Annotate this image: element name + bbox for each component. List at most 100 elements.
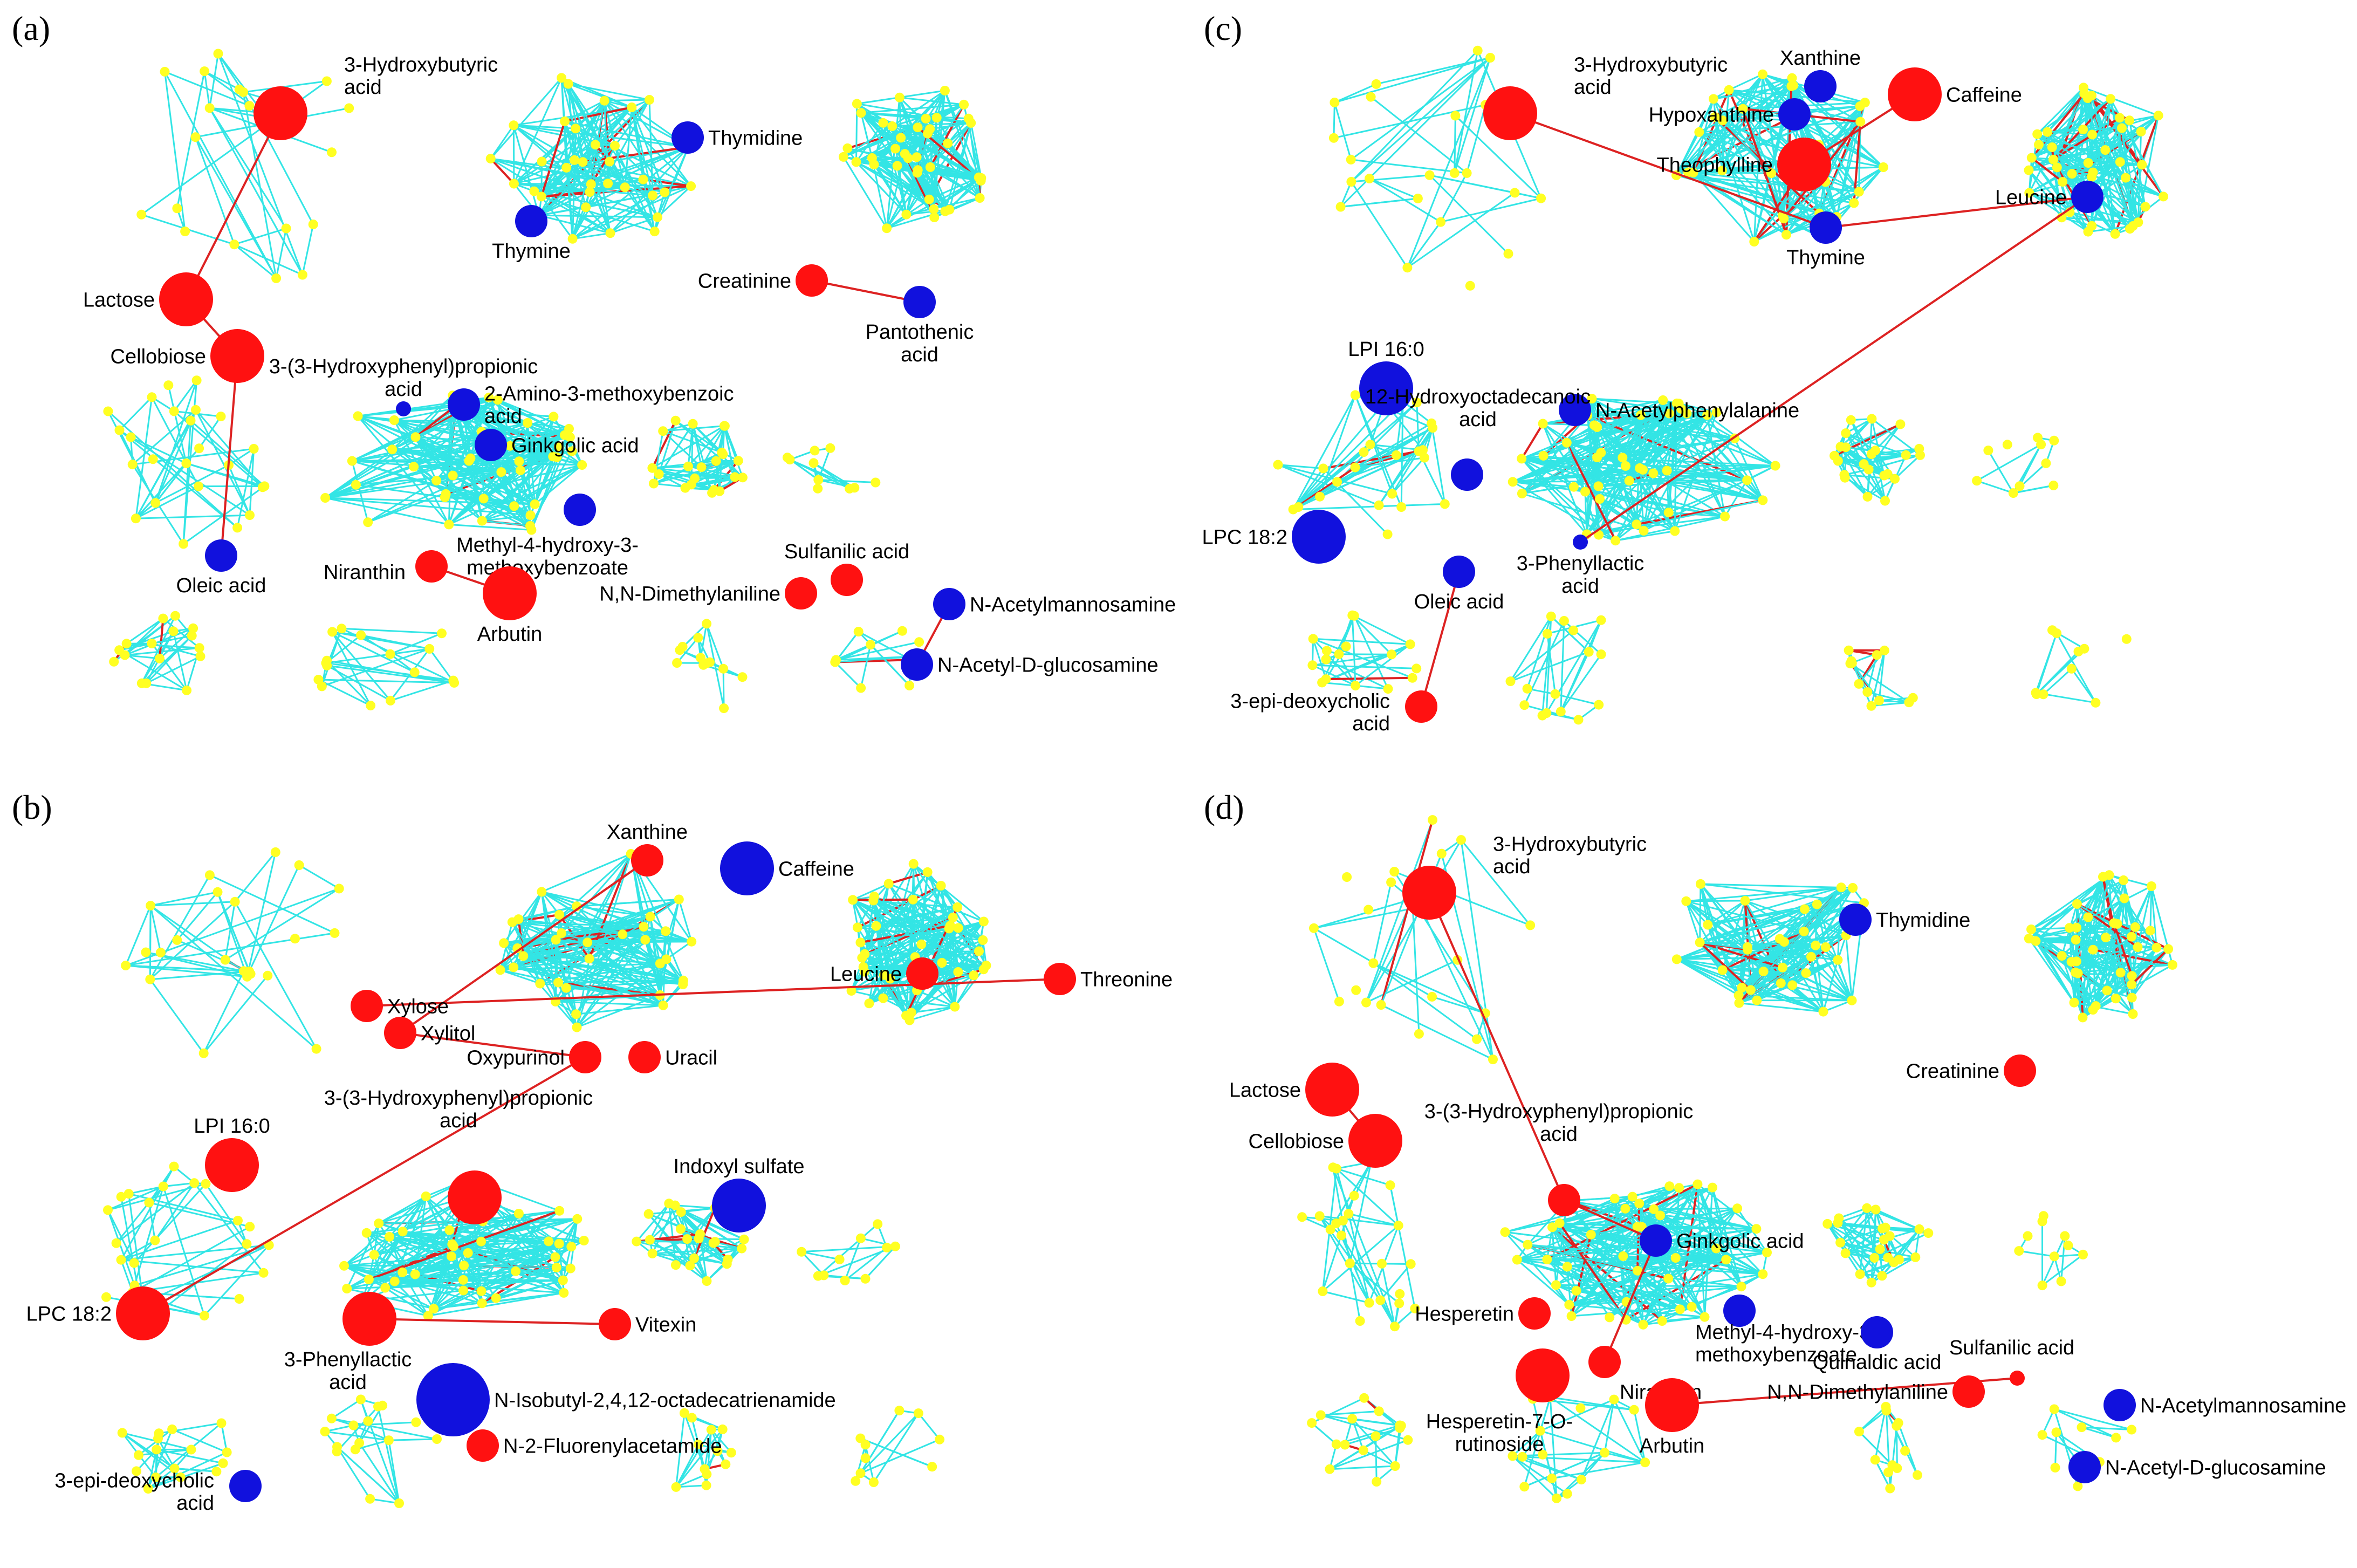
metabolite-node — [1880, 496, 1890, 506]
metabolite-node — [1721, 1255, 1731, 1265]
metabolite-node — [1758, 1269, 1768, 1279]
edge — [1722, 120, 1799, 172]
edge — [512, 125, 515, 184]
metabolite-node — [1456, 835, 1466, 845]
metabolite-node — [1273, 460, 1283, 470]
edge — [138, 1449, 191, 1456]
metabolite-node — [1328, 133, 1339, 143]
edge-strong — [369, 1318, 615, 1325]
metabolite-node — [2127, 932, 2137, 942]
edge — [388, 1195, 427, 1237]
metabolite-node — [1841, 428, 1851, 439]
metabolite-node — [586, 179, 596, 189]
metabolite-node — [1462, 168, 1472, 178]
metabolite-node — [1390, 1321, 1400, 1332]
edge — [1546, 712, 1579, 721]
metabolite-node-d-11 — [1588, 1346, 1621, 1378]
edge — [891, 126, 907, 215]
metabolite-node — [121, 961, 131, 970]
metabolite-node — [1427, 418, 1437, 428]
metabolite-node — [1500, 1227, 1510, 1237]
metabolite-node — [1751, 1224, 1762, 1234]
metabolite-node — [1328, 1162, 1338, 1173]
metabolite-node — [1350, 390, 1360, 400]
metabolite-node — [2073, 646, 2084, 656]
metabolite-node — [499, 938, 509, 948]
metabolite-node-d-13 — [2010, 1371, 2025, 1386]
metabolite-node — [1703, 920, 1713, 930]
edge — [1870, 650, 1886, 707]
edge — [1521, 458, 1616, 542]
metabolite-node — [739, 1234, 749, 1244]
edge — [1706, 414, 1764, 501]
edge — [722, 668, 725, 709]
edge — [369, 1498, 400, 1504]
metabolite-node — [155, 653, 165, 663]
edge — [1560, 654, 1602, 713]
edge — [1863, 454, 1907, 465]
metabolite-node — [1855, 117, 1866, 127]
metabolite-node — [1488, 1055, 1498, 1065]
metabolite-node — [1878, 162, 1888, 172]
metabolite-label-line: Lactose — [83, 289, 155, 311]
metabolite-node — [1879, 645, 1889, 655]
metabolite-node — [571, 1009, 581, 1019]
edge — [147, 1468, 175, 1490]
metabolite-node — [148, 454, 158, 464]
edge — [2031, 928, 2077, 962]
metabolite-node — [132, 1466, 141, 1476]
metabolite-node — [1890, 474, 1900, 484]
metabolite-node — [1535, 1426, 1545, 1436]
metabolite-node — [565, 432, 575, 442]
edge — [861, 906, 958, 959]
edge-strong — [1753, 215, 1784, 243]
metabolite-node — [1592, 422, 1602, 432]
metabolite-node — [437, 628, 447, 639]
metabolite-node — [1350, 462, 1360, 473]
edge — [1792, 959, 1839, 986]
metabolite-node — [180, 227, 190, 236]
metabolite-node — [921, 113, 931, 124]
metabolite-node — [347, 456, 357, 466]
metabolite-label: 3-(3-Hydroxyphenyl)propionic acid — [269, 355, 538, 401]
edge — [1407, 221, 1442, 269]
metabolite-node — [476, 1236, 487, 1247]
edge — [851, 928, 950, 992]
edge — [352, 460, 484, 499]
edge — [224, 888, 340, 961]
edge — [2149, 886, 2153, 931]
metabolite-node — [687, 936, 697, 947]
metabolite-node — [1556, 707, 1566, 717]
edge — [1559, 1187, 1680, 1224]
edge — [1407, 192, 1516, 269]
metabolite-label-line: Hesperetin-7-O- — [1426, 1410, 1573, 1433]
metabolite-node — [878, 118, 888, 128]
edge — [1319, 394, 1356, 497]
metabolite-node — [327, 627, 338, 637]
edge — [1858, 1410, 1887, 1433]
metabolite-node — [1364, 905, 1374, 915]
metabolite-node — [1762, 1248, 1772, 1258]
edge — [1512, 1430, 1541, 1457]
metabolite-node — [1371, 79, 1381, 89]
metabolite-node — [969, 970, 979, 981]
edge — [582, 161, 653, 196]
metabolite-node — [1683, 167, 1693, 177]
edge — [631, 107, 644, 180]
metabolite-node — [509, 179, 519, 189]
edge — [1613, 1399, 1646, 1463]
metabolite-node — [297, 270, 307, 280]
metabolite-node — [230, 896, 240, 907]
metabolite-label: 3-Hydroxybutyric acid — [344, 53, 498, 99]
metabolite-node — [1414, 1029, 1424, 1039]
metabolite-node — [536, 191, 546, 202]
metabolite-node — [583, 937, 593, 948]
metabolite-node — [2023, 1231, 2033, 1241]
edge — [336, 1446, 371, 1499]
metabolite-node — [913, 122, 923, 133]
metabolite-label: Cellobiose — [111, 345, 206, 368]
metabolite-node — [1374, 500, 1384, 510]
edge — [1850, 419, 1885, 476]
metabolite-node — [857, 953, 867, 963]
metabolite-node — [2140, 202, 2150, 212]
